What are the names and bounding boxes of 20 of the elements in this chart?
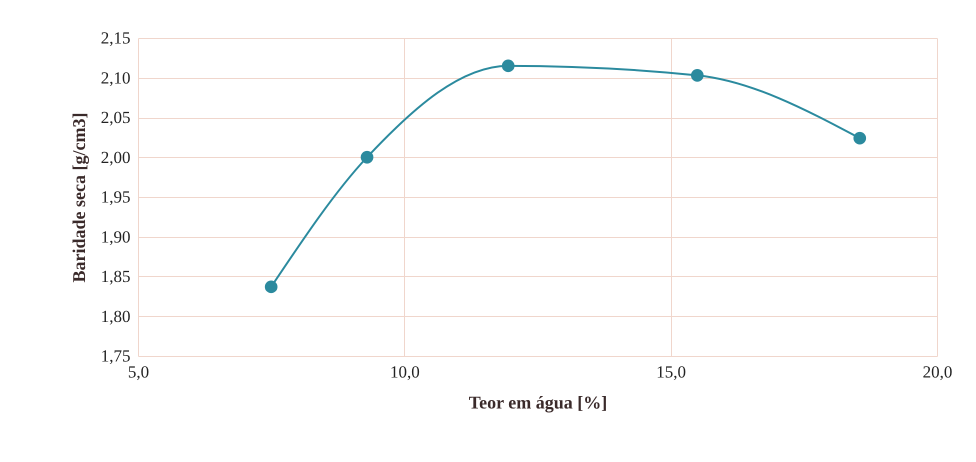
y-tick-label: 2,05: [100, 108, 130, 127]
x-tick-label: 10,0: [390, 362, 420, 382]
x-axis-title: Teor em água [%]: [468, 392, 608, 412]
point: [690, 69, 704, 82]
point: [853, 132, 866, 144]
y-axis-title: Baridade seca [g/cm3]: [68, 112, 89, 282]
point: [502, 60, 515, 72]
y-tick-label: 1,75: [100, 346, 130, 366]
y-tick-label: 2,10: [100, 68, 130, 88]
point: [264, 280, 278, 294]
y-tick-label: 1,80: [100, 306, 130, 326]
x-tick-label: 15,0: [656, 362, 686, 382]
y-tick-label: 1,95: [100, 188, 130, 206]
y-tick-label: 2,00: [100, 148, 130, 167]
y-tick-label: 1,90: [100, 227, 130, 246]
point: [360, 150, 374, 164]
x-tick-label: 5,0: [128, 362, 150, 382]
y-tick-label: 2,15: [100, 28, 130, 48]
x-tick-label: 20,0: [922, 362, 952, 382]
y-tick-label: 1,85: [100, 267, 130, 286]
